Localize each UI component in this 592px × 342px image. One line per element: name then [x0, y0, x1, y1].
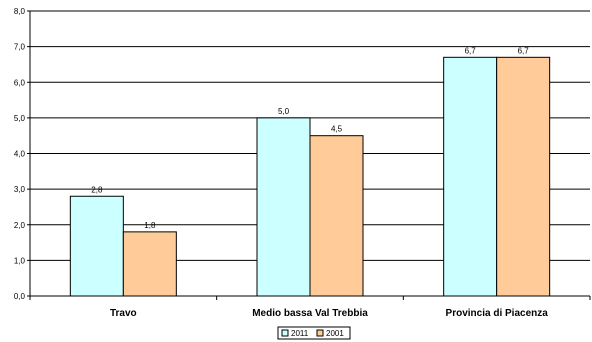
legend-box	[277, 326, 351, 340]
bar-2001	[496, 56, 551, 297]
data-label: 6,7	[518, 46, 530, 55]
y-tick-label: 3,0	[14, 185, 26, 194]
bar-2011	[256, 117, 311, 297]
legend-swatch	[316, 329, 324, 337]
legend-swatch	[281, 329, 289, 337]
data-label: 5,0	[278, 107, 290, 116]
bar-2011	[69, 195, 124, 297]
y-tick-label: 7,0	[14, 43, 26, 52]
y-tick-label: 8,0	[14, 7, 26, 16]
bar-2001	[309, 135, 364, 297]
y-tick-label: 1,0	[14, 256, 26, 265]
data-label: 2,8	[91, 185, 103, 194]
legend: 2011 2001	[277, 326, 351, 340]
bars	[69, 56, 551, 297]
y-tick-label: 5,0	[14, 114, 26, 123]
axes	[27, 10, 591, 300]
labels: 0,0 1,0 2,0 3,0 4,0 5,0 6,0 7,0 8,0 2,8 1,8 Travo 5,…	[14, 7, 548, 319]
category-label: Travo	[110, 308, 137, 319]
y-tick-label: 2,0	[14, 221, 26, 230]
category-label: Medio bassa Val Trebbia	[252, 308, 368, 319]
legend-label: 2001	[326, 329, 344, 338]
data-label: 1,8	[144, 221, 156, 230]
bar-2001	[122, 231, 177, 297]
y-tick-label: 6,0	[14, 78, 26, 87]
data-label: 6,7	[465, 46, 477, 55]
bar-2011	[443, 56, 498, 297]
category-label: Provincia di Piacenza	[446, 308, 549, 319]
legend-label: 2011	[291, 329, 309, 338]
y-tick-label: 4,0	[14, 150, 26, 159]
data-label: 4,5	[331, 125, 343, 134]
y-tick-label: 0,0	[14, 292, 26, 301]
